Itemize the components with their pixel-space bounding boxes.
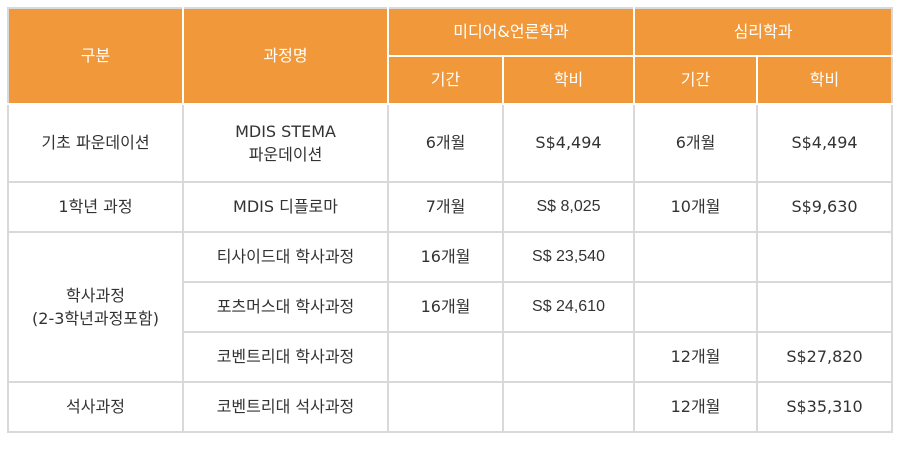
header-dept-media: 미디어&언론학과 (387, 7, 635, 57)
program-cell: MDIS 디플로마 (182, 181, 389, 233)
psych-duration-cell: 10개월 (633, 181, 758, 233)
program-cell: 포츠머스대 학사과정 (182, 281, 389, 333)
header-category: 구분 (7, 7, 184, 105)
tuition-table: 구분 과정명 미디어&언론학과 심리학과 기간 학비 기간 학비 기초 파운데이… (7, 7, 894, 433)
program-cell: 코벤트리대 석사과정 (182, 381, 389, 433)
program-cell: 코벤트리대 학사과정 (182, 331, 389, 383)
media-fee-cell: S$ 24,610 (502, 281, 635, 333)
psych-duration-cell: 12개월 (633, 381, 758, 433)
media-duration-cell: 16개월 (387, 281, 504, 333)
media-fee-cell: S$ 23,540 (502, 231, 635, 283)
psych-duration-cell (633, 281, 758, 333)
media-duration-cell: 6개월 (387, 103, 504, 183)
program-line: MDIS STEMA (235, 121, 336, 141)
table-row: 코벤트리대 학사과정 12개월 S$27,820 (8, 331, 894, 383)
psych-fee-cell: S$9,630 (755, 181, 894, 233)
header-media-duration: 기간 (387, 55, 504, 105)
header-psych-fee: 학비 (755, 55, 894, 105)
table-row: 포츠머스대 학사과정 16개월 S$ 24,610 (8, 281, 894, 333)
table-header: 구분 과정명 미디어&언론학과 심리학과 기간 학비 기간 학비 (7, 7, 894, 105)
category-cell: 기초 파운데이션 (7, 103, 184, 183)
psych-duration-cell: 6개월 (633, 103, 758, 183)
category-cell: 석사과정 (7, 381, 184, 433)
header-dept-psych: 심리학과 (632, 7, 894, 57)
category-cell: 1학년 과정 (7, 181, 184, 233)
category-cell: 학사과정 (2-3학년과정포함) (7, 231, 184, 383)
media-duration-cell (387, 381, 504, 433)
media-fee-cell (502, 331, 635, 383)
table-row: 학사과정 (2-3학년과정포함) 티사이드대 학사과정 16개월 S$ 23,5… (7, 231, 894, 383)
program-cell: MDIS STEMA 파운데이션 (182, 103, 389, 183)
psych-duration-cell (633, 231, 758, 283)
media-fee-cell: S$ 8,025 (502, 181, 635, 233)
psych-fee-cell: S$4,494 (755, 103, 894, 183)
media-duration-cell: 16개월 (387, 231, 504, 283)
table-row: 1학년 과정 MDIS 디플로마 7개월 S$ 8,025 10개월 S$9,6… (7, 181, 894, 233)
header-program-name: 과정명 (182, 7, 389, 105)
psych-fee-cell (755, 281, 894, 333)
media-duration-cell: 7개월 (387, 181, 504, 233)
table-body: 기초 파운데이션 MDIS STEMA 파운데이션 6개월 S$4,494 6개… (7, 103, 894, 433)
psych-duration-cell: 12개월 (633, 331, 758, 383)
media-duration-cell (387, 331, 504, 383)
category-line: 학사과정 (66, 285, 125, 305)
media-fee-cell: S$4,494 (502, 103, 635, 183)
psych-fee-cell: S$35,310 (755, 381, 894, 433)
header-psych-duration: 기간 (633, 55, 758, 105)
media-fee-cell (502, 381, 635, 433)
header-media-fee: 학비 (502, 55, 635, 105)
table-row: 기초 파운데이션 MDIS STEMA 파운데이션 6개월 S$4,494 6개… (7, 103, 894, 183)
program-cell: 티사이드대 학사과정 (182, 231, 389, 283)
psych-fee-cell (755, 231, 894, 283)
category-line: (2-3학년과정포함) (32, 309, 159, 328)
psych-fee-cell: S$27,820 (755, 331, 894, 383)
program-line: 파운데이션 (248, 145, 323, 164)
table-row: 석사과정 코벤트리대 석사과정 12개월 S$35,310 (7, 381, 894, 433)
